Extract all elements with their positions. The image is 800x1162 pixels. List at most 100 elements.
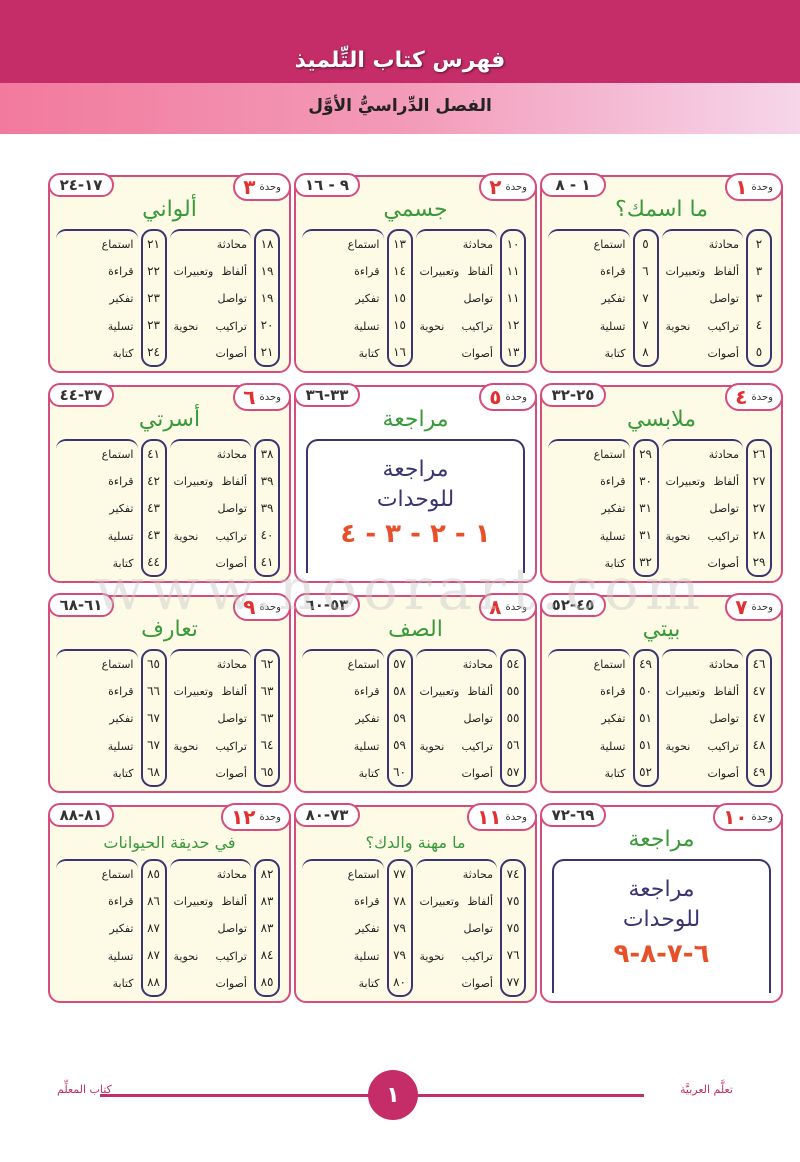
unit-label: وحدة (751, 181, 774, 193)
unit-label: وحدة (259, 391, 282, 403)
page-number-cell: ٥١ (639, 737, 652, 752)
page-number-cell: ٥٤ (506, 657, 520, 672)
page-number-cell: ٣٩ (260, 474, 274, 489)
page-number-cell: ١٥ (393, 290, 406, 305)
unit-card-8: وحدة ٨ ٥٣-٦٠ الصف ٥٤ ٥٥ ٥٥ ٥٦ ٥٧ محادثة ألفاظ وتعب… (294, 593, 537, 793)
review-units: ٦-٧-٨-٩ (613, 939, 710, 969)
page-number-cell: ٧٩ (393, 947, 406, 962)
page-number-cell: ٤٠ (260, 527, 274, 542)
page-number-cell: ٥٧ (506, 764, 520, 779)
lesson-label: كتابة (112, 346, 134, 360)
lesson-label: محادثة (708, 448, 739, 462)
lesson-label: تسلية (599, 739, 626, 753)
unit-number: ١٢ (231, 805, 256, 829)
lesson-table: ١٨ ١٩ ١٩ ٢٠ ٢١ محادثة ألفاظ وتعبيرات تواصل تراكي… (56, 229, 283, 367)
page-number-cell: ٧٤ (506, 867, 520, 882)
lesson-label: ألفاظ وتعبيرات (665, 685, 740, 699)
lesson-column-1: محادثة ألفاظ وتعبيرات تواصل تراكيب نحوية أصو… (415, 859, 497, 997)
page-column-1: ٢٦ ٢٧ ٢٧ ٢٨ ٢٩ (746, 439, 772, 577)
lesson-table: ٨٢ ٨٣ ٨٣ ٨٤ ٨٥ محادثة ألفاظ وتعبيرات تواصل تراكي… (56, 859, 283, 997)
unit-number: ٩ (243, 595, 256, 619)
page-number-cell: ٤١ (147, 447, 160, 462)
page-number-cell: ٢٧ (752, 500, 766, 515)
page-number-cell: ٨٣ (260, 920, 274, 935)
page-range: ٦١-٦٨ (48, 593, 114, 617)
page-number-cell: ٣٠ (639, 474, 652, 489)
lesson-label: أصوات (707, 556, 740, 570)
page-number-cell: ٤٦ (752, 657, 766, 672)
unit-number: ٨ (489, 595, 502, 619)
page-number-cell: ٧٨ (393, 894, 406, 909)
lesson-label: تراكيب نحوية (173, 949, 248, 963)
unit-number: ٧ (735, 595, 748, 619)
page-range: ٧٣-٨٠ (294, 803, 360, 827)
lesson-label: تسلية (107, 319, 134, 333)
page-column-2: ٦٥ ٦٦ ٦٧ ٦٧ ٦٨ (140, 649, 167, 787)
unit-label: وحدة (505, 601, 528, 613)
page-number-cell: ٦٧ (147, 737, 160, 752)
lesson-label: تراكيب نحوية (419, 949, 494, 963)
lesson-label: تواصل (217, 292, 247, 306)
lesson-column-1: محادثة ألفاظ وتعبيرات تواصل تراكيب نحوية أصو… (661, 439, 743, 577)
lesson-label: تسلية (107, 949, 134, 963)
lesson-label: محادثة (708, 238, 739, 252)
unit-badge: وحدة ١٢ (221, 803, 291, 831)
page-column-2: ٧٧ ٧٨ ٧٩ ٧٩ ٨٠ (386, 859, 413, 997)
page-number-cell: ٦٠ (393, 764, 406, 779)
unit-title: ما اسمك؟ (615, 197, 708, 222)
page-range: ١٧-٢٤ (48, 173, 114, 197)
page-number-cell: ٣٩ (260, 500, 274, 515)
review-box: مراجعة للوحدات ٦-٧-٨-٩ (552, 859, 771, 993)
unit-number: ١ (735, 175, 748, 199)
unit-label: وحدة (505, 391, 528, 403)
lesson-label: ألفاظ وتعبيرات (665, 475, 740, 489)
page-number-cell: ٥٥ (506, 684, 520, 699)
lesson-label: تفكير (601, 292, 626, 306)
lesson-label: قراءة (108, 685, 134, 699)
footer-line-left (100, 1094, 370, 1097)
page-number-cell: ٥٢ (639, 764, 652, 779)
page-number-cell: ٢٩ (752, 554, 766, 569)
page-number-cell: ١٩ (260, 290, 274, 305)
page-number-cell: ١٣ (393, 237, 406, 252)
page-number-cell: ٣٢ (639, 554, 652, 569)
footer-book-title: كتاب المعلِّم (57, 1083, 112, 1096)
lesson-label: كتابة (112, 556, 134, 570)
lesson-table: ٥٤ ٥٥ ٥٥ ٥٦ ٥٧ محادثة ألفاظ وتعبيرات تواصل تراكي… (302, 649, 529, 787)
page-column-1: ١٠ ١١ ١١ ١٢ ١٣ (500, 229, 526, 367)
lesson-label: استماع (101, 238, 134, 252)
lesson-label: تفكير (109, 712, 134, 726)
lesson-column-1: محادثة ألفاظ وتعبيرات تواصل تراكيب نحوية أصو… (415, 229, 497, 367)
lesson-label: تراكيب نحوية (665, 319, 740, 333)
unit-badge: وحدة ٦ (233, 383, 291, 411)
unit-number: ٦ (243, 385, 256, 409)
lesson-label: تراكيب نحوية (419, 319, 494, 333)
unit-number: ١١ (477, 805, 502, 829)
page-number-cell: ٦٧ (147, 710, 160, 725)
page-number-cell: ٦٣ (260, 710, 274, 725)
page-number-cell: ٤٣ (147, 500, 160, 515)
unit-card-7: وحدة ٧ ٤٥-٥٢ بيتي ٤٦ ٤٧ ٤٧ ٤٨ ٤٩ محادثة ألفاظ وتعب… (540, 593, 783, 793)
page-number-cell: ٢ (755, 237, 763, 252)
unit-title: في حديقة الحيوانات (103, 833, 236, 852)
unit-card-5: وحدة ٥ ٣٣-٣٦ مراجعة مراجعة للوحدات ١ - ٢ - ٣ -… (294, 383, 537, 583)
page-number-cell: ٧٦ (506, 947, 520, 962)
lesson-column-2: استماع قراءة تفكير تسلية كتابة (302, 859, 384, 997)
unit-label: وحدة (505, 811, 528, 823)
page-number-cell: ٥١ (639, 710, 652, 725)
lesson-table: ٢ ٣ ٣ ٤ ٥ محادثة ألفاظ وتعبيرات تواصل تراكيب نحو… (548, 229, 775, 367)
lesson-label: أصوات (461, 976, 494, 990)
page-range: ١ - ٨ (540, 173, 606, 197)
lesson-label: تواصل (217, 502, 247, 516)
lesson-table: ١٠ ١١ ١١ ١٢ ١٣ محادثة ألفاظ وتعبيرات تواصل تراكي… (302, 229, 529, 367)
unit-badge: وحدة ٨ (479, 593, 537, 621)
lesson-column-2: استماع قراءة تفكير تسلية كتابة (548, 439, 630, 577)
page-number-cell: ٥٠ (639, 684, 652, 699)
page-number-cell: ٨٠ (393, 974, 406, 989)
page-column-1: ٣٨ ٣٩ ٣٩ ٤٠ ٤١ (254, 439, 280, 577)
lesson-label: كتابة (604, 556, 626, 570)
lesson-label: كتابة (112, 976, 134, 990)
page-range: ٩ - ١٦ (294, 173, 360, 197)
lesson-label: كتابة (358, 766, 380, 780)
unit-badge: وحدة ٣ (233, 173, 291, 201)
